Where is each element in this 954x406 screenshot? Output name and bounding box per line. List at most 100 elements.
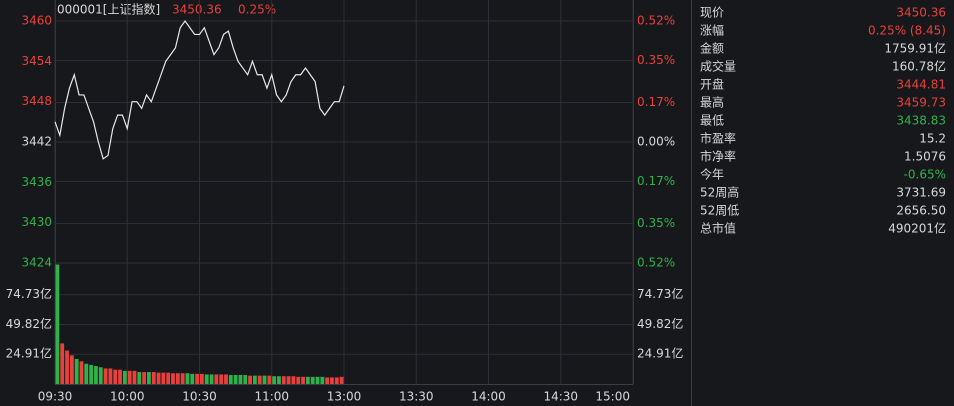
y2-tick-label: 0.52% — [637, 14, 675, 28]
stat-value: 2656.50 — [896, 204, 946, 218]
x-tick-label: 13:30 — [399, 390, 434, 404]
x-tick-label: 09:30 — [38, 390, 73, 404]
volume-bar — [238, 375, 243, 384]
volume-bar — [118, 369, 122, 384]
volume-bar — [69, 355, 74, 384]
volume-bar — [339, 376, 344, 384]
stat-value: 15.2 — [919, 132, 946, 146]
volume-bar — [243, 375, 248, 384]
volume-bar — [272, 376, 277, 384]
volume-bar — [267, 375, 272, 384]
volume-bar — [224, 374, 228, 384]
volume-bar — [248, 375, 252, 384]
y2-tick-label: 0.17% — [637, 174, 675, 188]
volume-bar — [219, 374, 224, 384]
volume-bar — [320, 376, 325, 384]
volume-bar — [151, 372, 156, 384]
volume-bar — [310, 376, 315, 384]
stat-value: 3444.81 — [896, 78, 946, 92]
stat-label: 成交量 — [700, 59, 736, 74]
volume-bar — [161, 372, 166, 384]
volume-bar — [195, 373, 199, 384]
volume-bar — [286, 376, 291, 384]
y-tick-label: 24.91亿 — [6, 346, 52, 361]
stat-label: 今年 — [700, 167, 724, 182]
stat-label: 最低 — [700, 114, 724, 128]
header-change: 0.25% — [238, 3, 276, 17]
volume-bar — [84, 363, 89, 384]
y-tick-label: 74.73亿 — [6, 286, 52, 301]
stat-value: 3731.69 — [896, 186, 946, 200]
volume-bar — [98, 367, 103, 384]
volume-bar — [190, 373, 195, 384]
y-tick-label: 3436 — [21, 175, 52, 189]
stat-value: 3459.73 — [896, 96, 946, 110]
y-tick-label: 49.82亿 — [6, 316, 52, 331]
x-tick-label: 14:30 — [543, 390, 578, 404]
stat-label: 总市值 — [700, 221, 736, 236]
volume-bar — [305, 376, 310, 384]
volume-bar — [142, 372, 147, 384]
volume-bar — [94, 366, 98, 384]
volume-bar — [330, 377, 334, 384]
volume-bar — [55, 264, 60, 384]
price-line — [54, 19, 345, 160]
stat-label: 涨幅 — [700, 23, 724, 38]
stat-value: 1759.91亿 — [884, 41, 946, 56]
stat-label: 金额 — [700, 41, 724, 56]
volume-bar — [200, 373, 204, 384]
x-tick-label: 10:00 — [110, 390, 145, 404]
volume-bar — [252, 375, 257, 384]
stat-value: 160.78亿 — [892, 59, 946, 74]
volume-bar — [156, 372, 161, 384]
volume-bar — [296, 376, 301, 384]
y-tick-label-right: 49.82亿 — [637, 316, 683, 331]
y2-tick-label: 0.35% — [637, 216, 675, 230]
volume-bar — [291, 376, 296, 384]
stat-label: 市盈率 — [700, 131, 736, 146]
y2-tick-label: 0.17% — [637, 95, 675, 109]
stat-label: 52周高 — [700, 185, 739, 200]
x-tick-label: 13:00 — [327, 390, 362, 404]
volume-bar — [60, 343, 65, 384]
header-price: 3450.36 — [172, 3, 222, 17]
volume-bar — [262, 375, 267, 384]
volume-bar — [233, 375, 238, 384]
stat-value: 0.25% (8.45) — [868, 24, 946, 38]
stat-label: 52周低 — [700, 204, 739, 218]
y2-tick-label: 0.52% — [637, 256, 675, 270]
y-tick-label: 3424 — [21, 256, 52, 270]
x-tick-label: 11:00 — [254, 390, 289, 404]
volume-bar — [103, 368, 108, 384]
x-tick-label: 14:00 — [471, 390, 506, 404]
volume-bar — [185, 373, 190, 384]
volume-bar — [301, 376, 305, 384]
stat-value: 1.5076 — [904, 150, 946, 164]
volume-bar — [325, 377, 330, 384]
volume-bar — [122, 370, 127, 384]
volume-bar — [315, 376, 320, 384]
volume-bar — [166, 372, 171, 384]
y-tick-label: 3442 — [21, 135, 52, 149]
y-tick-label-right: 74.73亿 — [637, 286, 683, 301]
stat-label: 市净率 — [700, 149, 736, 164]
index-code: 000001[上证指数] — [57, 2, 160, 17]
y-tick-label: 3460 — [21, 14, 52, 28]
x-tick-label: 10:30 — [182, 390, 217, 404]
volume-bar — [113, 369, 118, 384]
volume-bar — [137, 372, 142, 384]
volume-bar — [175, 373, 180, 384]
y2-tick-label: 0.35% — [637, 53, 675, 67]
y2-tick-label: 0.00% — [637, 135, 675, 149]
x-tick-label: 15:00 — [595, 390, 630, 404]
volume-bar — [277, 376, 281, 384]
stat-value: -0.65% — [904, 168, 946, 182]
stat-label: 现价 — [700, 6, 724, 20]
volume-bar — [79, 361, 84, 384]
volume-bar — [180, 373, 185, 384]
volume-bar — [257, 375, 262, 384]
volume-bar — [228, 375, 233, 384]
stat-label: 开盘 — [700, 77, 724, 92]
